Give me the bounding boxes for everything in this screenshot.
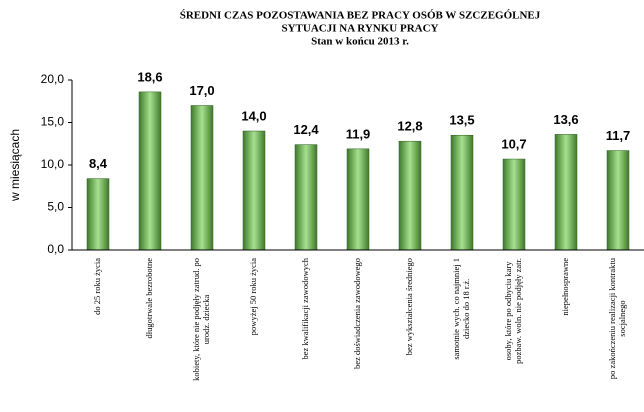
x-tick-label: pozbaw. woln. nie podjęły zatr. bbox=[513, 258, 523, 364]
x-tick-label: bez wykształcenia średniego bbox=[404, 258, 414, 355]
data-label: 13,6 bbox=[553, 112, 578, 127]
x-tick-label: kobiety, które nie podjęły zatrud. po bbox=[191, 258, 201, 381]
bar bbox=[138, 91, 162, 251]
x-tick-label: urodz. dziecka bbox=[201, 294, 211, 344]
bar bbox=[398, 140, 422, 251]
x-tick-label: dziecko do 18 r.ż. bbox=[461, 279, 471, 339]
bar bbox=[606, 150, 630, 251]
y-tick-label: 10,0 bbox=[41, 157, 65, 171]
data-label: 14,0 bbox=[241, 108, 266, 123]
chart-subtitle: Stan w końcu 2013 r. bbox=[311, 36, 409, 48]
data-label: 8,4 bbox=[89, 156, 108, 171]
chart-title: SYTUACJI NA RYNKU PRACY bbox=[282, 23, 439, 35]
data-label: 11,9 bbox=[346, 126, 371, 141]
y-tick-label: 0,0 bbox=[47, 242, 64, 256]
x-tick-label: samotnie wych. co najmniej 1 bbox=[451, 258, 461, 360]
bar bbox=[294, 144, 318, 251]
data-label: 13,5 bbox=[449, 113, 474, 128]
data-label: 18,6 bbox=[137, 69, 162, 84]
x-tick-label: bez kwalifikacji zawodowych bbox=[300, 257, 310, 359]
data-label: 12,4 bbox=[293, 122, 319, 137]
data-label: 10,7 bbox=[501, 136, 526, 151]
data-label: 12,8 bbox=[397, 119, 422, 134]
x-tick-label: powyżej 50 roku życia bbox=[248, 258, 258, 335]
bar bbox=[190, 105, 214, 251]
y-axis-label: w miesiącach bbox=[8, 129, 22, 202]
x-tick-label: osoby, które po odbyciu kary bbox=[503, 261, 513, 361]
bar bbox=[554, 134, 578, 251]
x-tick-label: niepełnosprawne bbox=[560, 258, 570, 316]
bar bbox=[450, 135, 474, 251]
data-label: 11,7 bbox=[606, 128, 631, 143]
bar bbox=[242, 130, 266, 251]
data-label: 17,0 bbox=[189, 83, 214, 98]
chart-title: ŚREDNI CZAS POZOSTAWANIA BEZ PRACY OSÓB … bbox=[180, 10, 541, 22]
bar bbox=[346, 148, 370, 251]
x-tick-label: bez doświadczenia zawodowego bbox=[352, 258, 362, 369]
bar bbox=[86, 178, 110, 251]
y-tick-label: 5,0 bbox=[47, 200, 64, 214]
x-tick-label: socjalnego bbox=[617, 300, 627, 336]
x-tick-label: do 25 roku życia bbox=[92, 258, 102, 315]
bar bbox=[502, 158, 526, 251]
x-tick-label: długotrwale bezrobotne bbox=[144, 258, 154, 339]
y-tick-label: 20,0 bbox=[41, 72, 65, 86]
y-tick-label: 15,0 bbox=[41, 115, 65, 129]
x-tick-label: po zakończeniu realizacji kontraktu bbox=[607, 257, 617, 379]
